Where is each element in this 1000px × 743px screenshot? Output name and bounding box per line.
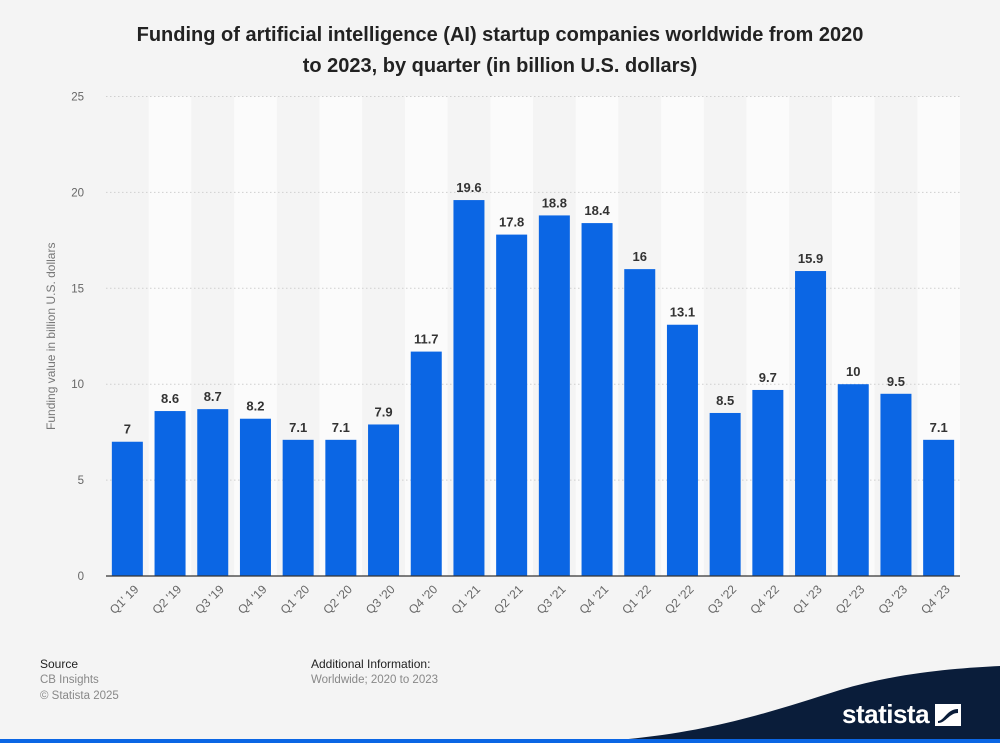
source-heading: Source [40,657,79,671]
bar-chart: 0 5 10 15 20 25 7 8.6 8.7 8.2 7.1 7.1 7.9 11.7 19.6 17… [44,92,960,617]
value-label: 7.9 [375,404,393,419]
value-label: 8.7 [204,389,222,404]
y-tick-label: 5 [78,475,84,487]
value-label: 7.1 [332,420,350,435]
bar[interactable] [624,269,656,576]
chart-title: Funding of artificial intelligence (AI) … [60,20,940,82]
y-tick-label: 15 [71,283,84,295]
additional-info-block: Additional Information: Worldwide; 2020 … [311,656,438,688]
bar[interactable] [325,439,357,576]
statista-logo[interactable]: statista [842,699,962,730]
bar[interactable] [581,223,613,576]
value-label: 10 [846,364,860,379]
value-label: 9.7 [759,370,777,385]
bar[interactable] [880,393,912,576]
value-label: 18.4 [584,203,610,218]
bar[interactable] [111,441,143,576]
value-label: 19.6 [456,180,481,195]
value-label: 16 [633,249,647,264]
chart-title-line-1: Funding of artificial intelligence (AI) … [136,24,864,46]
bar[interactable] [837,384,869,576]
value-label: 8.2 [246,399,264,414]
y-tick-label: 10 [71,379,84,391]
brand-accent-line [0,739,1000,743]
bar[interactable] [923,439,955,576]
y-tick-label: 20 [71,187,84,199]
y-axis-label: Funding value in billion U.S. dollars [44,243,58,430]
bars [111,200,955,576]
bar[interactable] [666,324,698,576]
bar[interactable] [282,439,314,576]
value-label: 7 [124,422,131,437]
source-name: CB Insights [40,674,99,686]
chart-title-line-2: to 2023, by quarter (in billion U.S. dol… [302,55,698,77]
bar[interactable] [154,411,186,576]
statista-logo-icon [935,703,962,726]
value-label: 7.1 [930,420,948,435]
value-label: 15.9 [798,251,823,266]
value-labels: 7 8.6 8.7 8.2 7.1 7.1 7.9 11.7 19.6 17.8 18.8 18.4 1… [124,180,948,437]
value-label: 13.1 [670,305,695,320]
y-tick-label: 0 [78,571,84,583]
bar[interactable] [538,215,570,576]
y-axis-ticks: 0 5 10 15 20 25 [71,92,84,584]
bar[interactable] [795,271,827,576]
value-label: 18.8 [542,195,567,210]
bar[interactable] [496,234,528,576]
value-label: 9.5 [887,374,905,389]
brand-wave-shape [560,666,1000,743]
copyright-text: © Statista 2025 [40,690,119,702]
value-label: 8.5 [716,393,734,408]
additional-info-heading: Additional Information: [311,657,431,671]
value-label: 7.1 [289,420,307,435]
y-tick-label: 25 [71,92,84,104]
value-label: 11.7 [414,332,439,347]
value-label: 17.8 [499,215,524,230]
value-label: 8.6 [161,391,179,406]
bar[interactable] [197,409,229,576]
source-block: Source CB Insights © Statista 2025 [40,656,119,704]
bar[interactable] [709,412,741,576]
bar[interactable] [752,389,784,576]
bar[interactable] [239,418,271,576]
bar[interactable] [453,200,485,576]
bar[interactable] [368,424,400,576]
statista-wordmark: statista [842,699,930,729]
bar[interactable] [410,351,442,576]
additional-info-text: Worldwide; 2020 to 2023 [311,674,439,686]
